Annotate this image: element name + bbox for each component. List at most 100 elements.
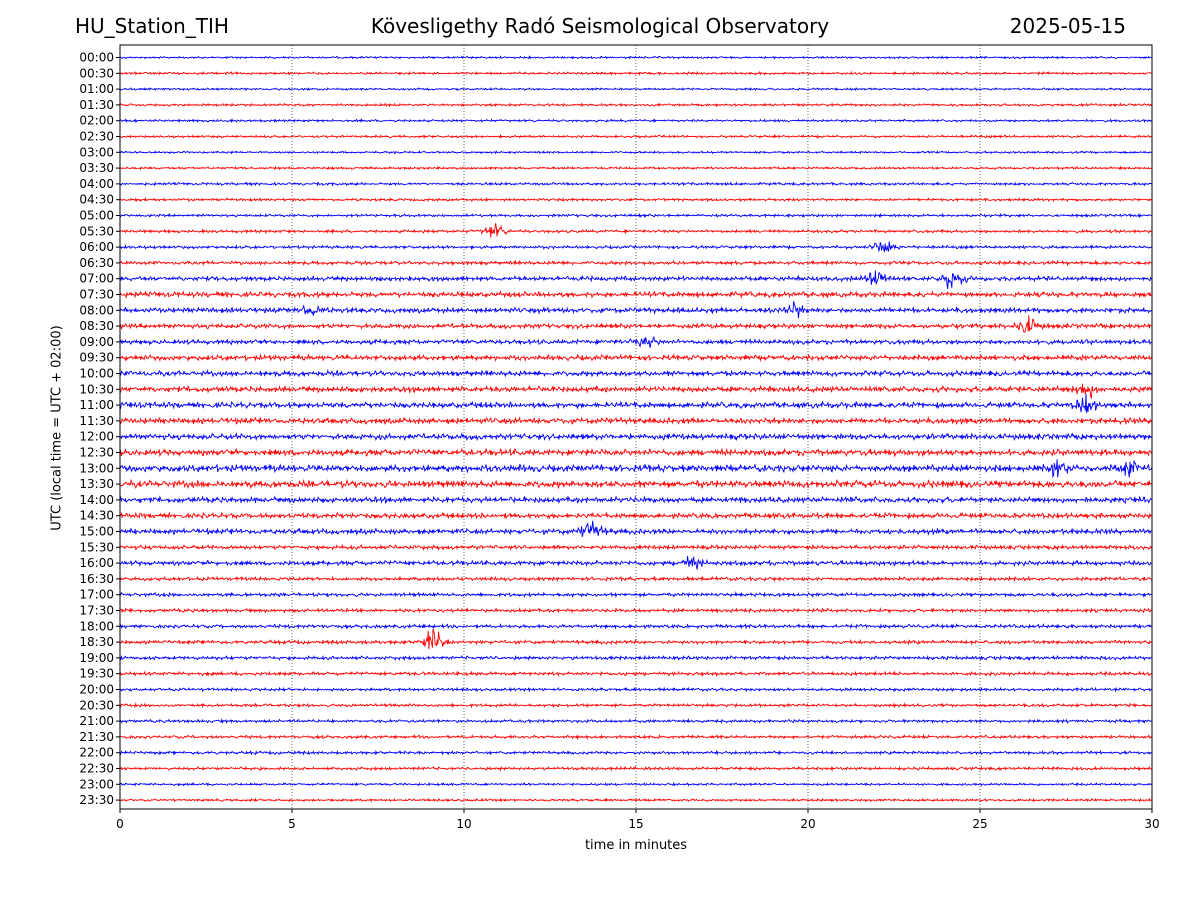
x-tick-label: 0 (116, 817, 124, 831)
x-axis-label: time in minutes (584, 838, 688, 853)
trace-1630 (120, 575, 1152, 583)
trace-1500 (120, 520, 1152, 537)
trace-1400 (120, 495, 1152, 505)
page-title: Kövesligethy Radó Seismological Observat… (370, 14, 830, 38)
trace-0100 (120, 86, 1152, 92)
y-tick-label: 18:00 (79, 619, 114, 633)
y-tick-label: 04:00 (79, 177, 114, 191)
y-tick-label: 19:30 (79, 667, 114, 681)
y-tick-label: 07:00 (79, 272, 114, 286)
trace-1330 (120, 478, 1152, 490)
y-tick-label: 16:30 (79, 572, 114, 586)
y-tick-label: 17:30 (79, 604, 114, 618)
trace-2300 (120, 781, 1152, 787)
y-tick-label: 16:00 (79, 556, 114, 570)
y-tick-label: 00:00 (79, 51, 114, 65)
y-tick-label: 01:30 (79, 98, 114, 112)
x-tick-label: 5 (288, 817, 296, 831)
trace-0530 (120, 223, 1152, 238)
y-tick-label: 11:00 (79, 398, 114, 412)
y-tick-label: 13:30 (79, 477, 114, 491)
trace-2100 (120, 717, 1152, 725)
trace-1000 (120, 368, 1152, 378)
station-name: HU_Station_TIH (75, 14, 229, 38)
y-tick-label: 15:00 (79, 525, 114, 539)
trace-2000 (120, 686, 1152, 693)
y-tick-label: 08:30 (79, 319, 114, 333)
y-tick-label: 02:30 (79, 130, 114, 144)
trace-1100 (120, 393, 1152, 414)
x-tick-label: 10 (456, 817, 471, 831)
trace-1030 (120, 383, 1152, 400)
trace-0830 (120, 315, 1152, 333)
y-tick-label: 23:30 (79, 793, 114, 807)
x-tick-label: 15 (628, 817, 643, 831)
y-tick-label: 09:30 (79, 351, 114, 365)
y-tick-label: 10:30 (79, 382, 114, 396)
y-tick-label: 14:30 (79, 509, 114, 523)
y-tick-label: 12:30 (79, 446, 114, 460)
y-tick-label: 00:30 (79, 66, 114, 80)
trace-0730 (120, 290, 1152, 299)
trace-1130 (120, 416, 1152, 426)
trace-1300 (120, 459, 1152, 479)
trace-0130 (120, 102, 1152, 108)
y-tick-label: 13:00 (79, 461, 114, 475)
trace-0630 (120, 259, 1152, 267)
y-tick-label: 08:00 (79, 303, 114, 317)
trace-1930 (120, 670, 1152, 678)
x-tick-label: 30 (1144, 817, 1159, 831)
trace-0030 (120, 70, 1152, 76)
trace-1800 (120, 622, 1152, 630)
trace-0300 (120, 150, 1152, 155)
y-tick-label: 22:30 (79, 762, 114, 776)
trace-0500 (120, 212, 1152, 219)
trace-0700 (120, 270, 1152, 289)
trace-2200 (120, 749, 1152, 756)
y-tick-label: 12:00 (79, 430, 114, 444)
x-tick-label: 25 (972, 817, 987, 831)
trace-1700 (120, 591, 1152, 599)
y-tick-label: 03:30 (79, 161, 114, 175)
trace-0200 (120, 118, 1152, 124)
y-tick-label: 02:00 (79, 114, 114, 128)
y-tick-label: 21:30 (79, 730, 114, 744)
y-tick-label: 15:30 (79, 540, 114, 554)
y-tick-label: 18:30 (79, 635, 114, 649)
y-axis-label: UTC (local time = UTC + 02:00) (49, 325, 65, 531)
trace-0230 (120, 133, 1152, 140)
y-tick-label: 06:30 (79, 256, 114, 270)
y-tick-label: 11:30 (79, 414, 114, 428)
y-tick-label: 10:00 (79, 367, 114, 381)
trace-2330 (120, 797, 1152, 803)
y-tick-label: 01:00 (79, 82, 114, 96)
y-tick-label: 09:00 (79, 335, 114, 349)
y-tick-label: 07:30 (79, 288, 114, 302)
trace-1730 (120, 607, 1152, 614)
y-tick-label: 05:30 (79, 224, 114, 238)
trace-0000 (120, 54, 1152, 60)
trace-2030 (120, 702, 1152, 709)
trace-0430 (120, 196, 1152, 203)
y-tick-label: 04:30 (79, 193, 114, 207)
trace-0930 (120, 353, 1152, 363)
y-tick-label: 06:00 (79, 240, 114, 254)
y-tick-label: 23:00 (79, 777, 114, 791)
trace-0800 (120, 301, 1152, 319)
y-tick-label: 20:30 (79, 698, 114, 712)
trace-0330 (120, 165, 1152, 171)
trace-1430 (120, 511, 1152, 520)
date-label: 2025-05-15 (1009, 14, 1126, 38)
trace-1900 (120, 654, 1152, 662)
x-tick-label: 20 (800, 817, 815, 831)
y-tick-label: 17:00 (79, 588, 114, 602)
y-tick-label: 19:00 (79, 651, 114, 665)
trace-0400 (120, 181, 1152, 187)
trace-0600 (120, 241, 1152, 253)
trace-1530 (120, 543, 1152, 552)
y-tick-label: 21:00 (79, 714, 114, 728)
y-tick-label: 14:00 (79, 493, 114, 507)
y-tick-label: 03:00 (79, 145, 114, 159)
trace-2230 (120, 765, 1152, 772)
